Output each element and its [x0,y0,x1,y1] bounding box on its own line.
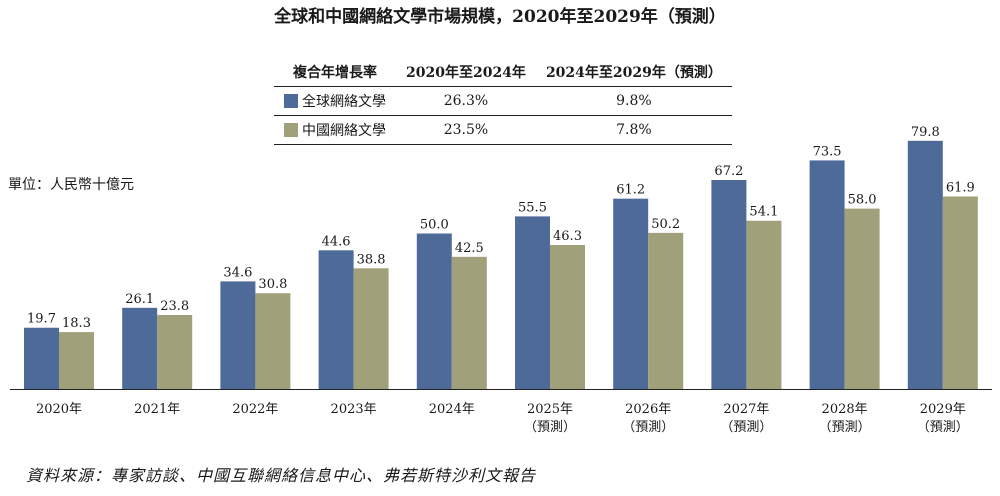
cagr-series-china: 中國網絡文學 [274,115,396,145]
value-label-china-6: 50.2 [651,217,680,232]
bar-china-0 [59,332,94,389]
bar-global-0 [24,327,59,389]
bar-global-3 [318,250,354,389]
bar-global-4 [416,233,452,389]
cagr-header-2024-2029: 2024年至2029年（預測） [535,58,732,87]
unit-label: 單位：人民幣十億元 [8,177,134,193]
value-label-global-9: 79.8 [911,125,940,140]
value-label-global-5: 55.5 [518,200,547,215]
bar-china-3 [353,268,389,389]
value-label-china-8: 58.0 [848,193,877,208]
legend-label-china: 中國網絡文學 [302,123,386,139]
chart-title: 全球和中國網絡文學市場規模，2020年至2029年（預測） [274,7,726,27]
value-label-china-4: 42.5 [455,241,484,256]
bar-china-5 [550,245,585,389]
value-label-china-1: 23.8 [160,299,189,314]
cagr-row-global: 全球網絡文學 26.3% 9.8% [274,86,732,116]
cagr-global-2024-2029: 9.8% [535,86,732,116]
value-label-global-3: 44.6 [322,234,351,249]
cagr-table: 複合年增長率 2020年至2024年 2024年至2029年（預測） 全球網絡文… [274,58,732,145]
x-tick-label-7: 2027年（預測） [720,402,772,435]
bar-china-1 [157,314,193,389]
bar-global-5 [515,216,550,389]
legend-swatch-global [284,94,298,108]
cagr-china-2024-2029: 7.8% [535,115,732,145]
legend-label-global: 全球網絡文學 [302,94,386,110]
value-label-global-7: 67.2 [714,164,743,179]
value-label-global-6: 61.2 [616,183,645,198]
bar-china-7 [746,220,782,389]
value-label-global-2: 34.6 [223,265,252,280]
source-note: 資料來源：專家訪談、中國互聯網絡信息中心、弗若斯特沙利文報告 [26,466,537,485]
value-label-global-1: 26.1 [125,292,154,307]
value-label-china-5: 46.3 [553,229,582,244]
cagr-header-2020-2024: 2020年至2024年 [396,58,536,87]
bar-china-8 [844,208,880,389]
value-label-china-3: 38.8 [357,252,386,267]
bar-china-4 [451,256,487,389]
bar-global-2 [220,281,256,389]
x-tick-label-5: 2025年（預測） [524,402,576,435]
value-label-china-0: 18.3 [62,316,91,331]
cagr-table-header: 複合年增長率 2020年至2024年 2024年至2029年（預測） [274,58,732,87]
value-label-china-2: 30.8 [258,277,287,292]
bar-chart: 19.7 18.3 2020年 26.1 23.8 2021年 34.6 30.8 2022年 4… [10,125,992,435]
bar-china-6 [648,232,684,389]
bar-china-2 [255,293,291,389]
bar-global-1 [122,307,158,389]
bar-china-9 [942,196,978,389]
x-tick-label-2: 2022年 [232,402,278,417]
value-label-global-0: 19.7 [27,312,56,327]
x-tick-label-1: 2021年 [134,402,180,417]
cagr-row-china: 中國網絡文學 23.5% 7.8% [274,115,732,145]
x-tick-label-9: 2029年（預測） [917,402,969,435]
value-label-global-8: 73.5 [813,144,842,159]
bar-global-9 [907,140,943,389]
bar-global-8 [809,160,845,389]
cagr-global-2020-2024: 26.3% [396,86,536,116]
x-tick-label-6: 2026年（預測） [622,402,674,435]
legend-swatch-china [284,123,298,137]
bar-global-7 [711,180,747,389]
x-tick-label-4: 2024年 [429,402,475,417]
cagr-china-2020-2024: 23.5% [396,115,536,145]
value-label-china-7: 54.1 [749,205,778,220]
x-tick-label-0: 2020年 [36,402,82,417]
cagr-series-global: 全球網絡文學 [274,86,396,116]
bar-global-6 [613,198,649,389]
x-tick-label-3: 2023年 [331,402,377,417]
value-label-china-9: 61.9 [946,180,975,195]
cagr-header-label: 複合年增長率 [274,58,396,87]
x-tick-label-8: 2028年（預測） [819,402,871,435]
value-label-global-4: 50.0 [420,218,449,233]
